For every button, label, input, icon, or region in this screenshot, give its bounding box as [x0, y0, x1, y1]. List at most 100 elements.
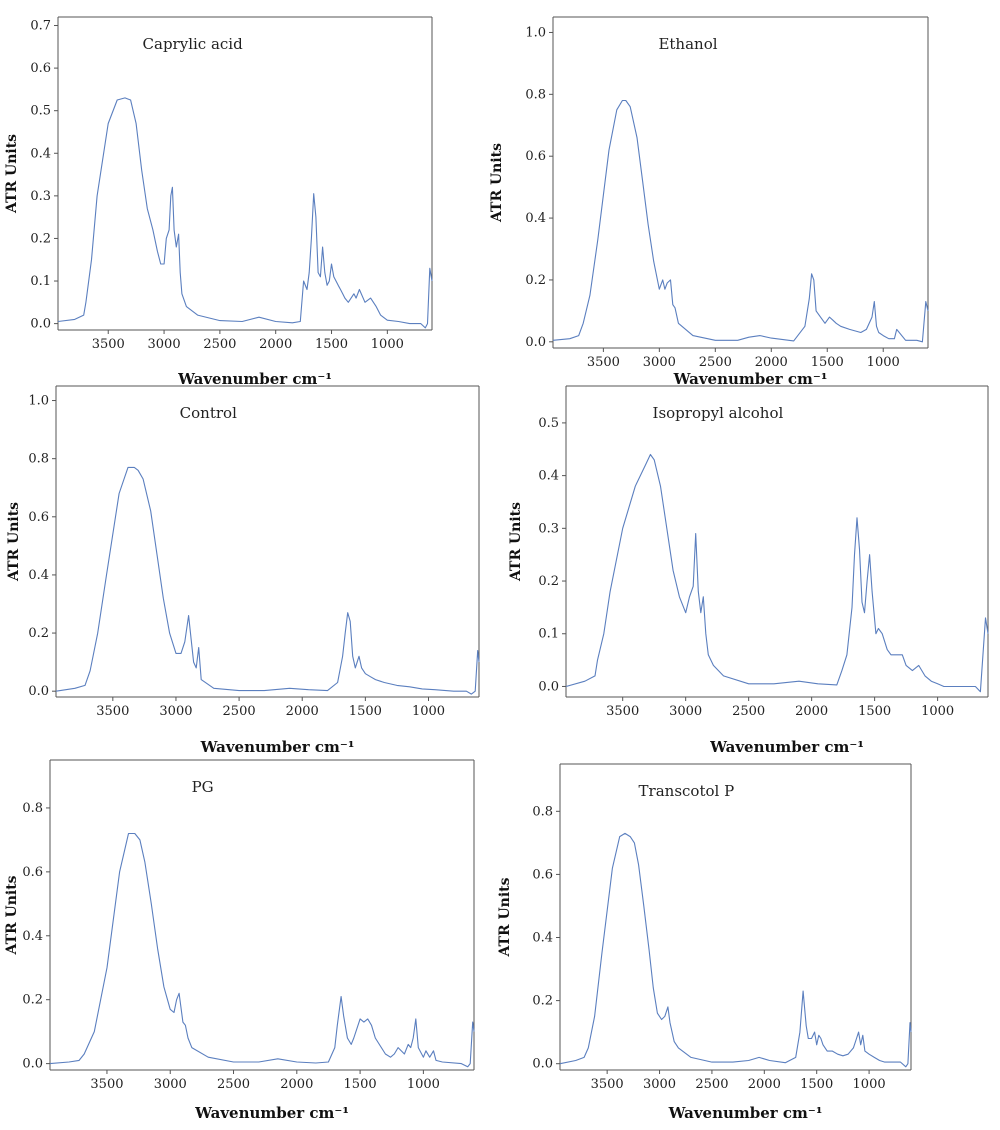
x-tick-label: 2500 — [223, 704, 256, 719]
x-tick-label: 3000 — [643, 1077, 676, 1092]
y-tick-label: 0.2 — [532, 994, 553, 1009]
x-tick-label: 1500 — [349, 704, 382, 719]
y-tick-label: 0.0 — [28, 684, 49, 699]
y-tick-label: 0.4 — [532, 931, 553, 946]
spectrum-line — [49, 832, 475, 1068]
y-axis-label: ATR Units — [508, 502, 524, 582]
y-tick-label: 0.0 — [525, 335, 546, 350]
x-tick-label: 3000 — [148, 337, 181, 352]
x-axis-label: Wavenumber cm⁻¹ — [668, 1104, 823, 1122]
spectrum-line — [565, 453, 989, 693]
y-tick-label: 0.1 — [30, 274, 51, 289]
x-tick-label: 1000 — [407, 1077, 440, 1092]
x-tick-label: 2500 — [203, 337, 236, 352]
x-tick-label: 3000 — [669, 704, 702, 719]
x-tick-label: 1500 — [344, 1077, 377, 1092]
spectrum-panel: 0.0 0.1 0.2 0.3 0.4 0.5 3500 3000 2500 2000 1500 10… — [508, 385, 989, 756]
x-tick-label: 2000 — [280, 1077, 313, 1092]
x-axis-label: Wavenumber cm⁻¹ — [194, 1104, 349, 1122]
y-tick-label: 0.3 — [30, 189, 51, 204]
panel-title: Caprylic acid — [143, 35, 244, 53]
spectrum-panel: 0.0 0.1 0.2 0.3 0.4 0.5 0.6 0.7 3500 3000 2500 2000… — [4, 16, 433, 388]
x-tick-label: 2000 — [286, 704, 319, 719]
x-tick-label: 2000 — [259, 337, 292, 352]
y-tick-label: 0.5 — [538, 416, 559, 431]
x-tick-label: 1000 — [853, 1077, 886, 1092]
x-tick-label: 1500 — [315, 337, 348, 352]
x-axis-label: Wavenumber cm⁻¹ — [709, 738, 864, 756]
x-tick-label: 1000 — [921, 704, 954, 719]
panel-title: Transcotol P — [639, 782, 735, 800]
panel-title: Ethanol — [658, 35, 717, 53]
x-tick-label: 2500 — [699, 355, 732, 370]
x-tick-label: 3500 — [96, 704, 129, 719]
y-tick-label: 0.6 — [525, 149, 546, 164]
x-tick-label: 3000 — [643, 355, 676, 370]
y-tick-label: 1.0 — [28, 394, 49, 409]
panel-title: Control — [180, 404, 237, 422]
y-tick-label: 0.2 — [30, 231, 51, 246]
x-tick-label: 1500 — [858, 704, 891, 719]
x-tick-label: 2000 — [755, 355, 788, 370]
y-tick-label: 0.6 — [22, 865, 43, 880]
x-tick-label: 3000 — [154, 1077, 187, 1092]
y-tick-label: 0.1 — [538, 627, 559, 642]
panel-title: PG — [192, 778, 214, 796]
spectrum-panel: 0.0 0.2 0.4 0.6 0.8 3500 3000 2500 2000 1500 1000 P… — [4, 759, 475, 1122]
y-tick-label: 0.8 — [28, 452, 49, 467]
x-tick-label: 3500 — [591, 1077, 624, 1092]
x-axis-label: Wavenumber cm⁻¹ — [673, 370, 828, 388]
x-tick-label: 1500 — [800, 1077, 833, 1092]
spectrum-line — [559, 832, 912, 1068]
y-axis-label: ATR Units — [4, 875, 20, 955]
y-tick-label: 0.8 — [525, 87, 546, 102]
y-tick-label: 0.0 — [538, 679, 559, 694]
x-tick-label: 1000 — [371, 337, 404, 352]
y-axis-label: ATR Units — [489, 143, 505, 223]
x-tick-label: 2500 — [732, 704, 765, 719]
x-tick-label: 1500 — [811, 355, 844, 370]
y-tick-label: 0.4 — [538, 469, 559, 484]
y-tick-label: 1.0 — [525, 25, 546, 40]
y-tick-label: 0.2 — [538, 574, 559, 589]
y-tick-label: 0.2 — [525, 273, 546, 288]
x-tick-label: 3500 — [90, 1077, 123, 1092]
y-tick-label: 0.6 — [28, 510, 49, 525]
x-tick-label: 2500 — [695, 1077, 728, 1092]
y-axis-label: ATR Units — [497, 877, 513, 957]
y-tick-label: 0.8 — [532, 804, 553, 819]
panel-title: Isopropyl alcohol — [653, 404, 784, 422]
y-tick-label: 0.0 — [532, 1057, 553, 1072]
y-tick-label: 0.2 — [28, 626, 49, 641]
spectrum-line — [57, 97, 433, 329]
x-tick-label: 1000 — [867, 355, 900, 370]
y-axis-label: ATR Units — [6, 502, 22, 582]
y-tick-label: 0.8 — [22, 801, 43, 816]
y-tick-label: 0.6 — [532, 867, 553, 882]
y-tick-label: 0.7 — [30, 19, 51, 34]
x-tick-label: 3500 — [587, 355, 620, 370]
x-tick-label: 2000 — [748, 1077, 781, 1092]
x-tick-label: 2500 — [217, 1077, 250, 1092]
y-tick-label: 0.5 — [30, 104, 51, 119]
y-axis-label: ATR Units — [4, 134, 20, 214]
x-axis-label: Wavenumber cm⁻¹ — [200, 738, 355, 756]
y-tick-label: 0.6 — [30, 61, 51, 76]
y-tick-label: 0.0 — [22, 1057, 43, 1072]
spectrum-panel: 0.0 0.2 0.4 0.6 0.8 1.0 3500 3000 2500 2000 1500 10… — [489, 16, 929, 388]
y-tick-label: 0.3 — [538, 521, 559, 536]
y-tick-label: 0.2 — [22, 993, 43, 1008]
x-tick-label: 1000 — [412, 704, 445, 719]
spectrum-line — [55, 466, 480, 695]
x-tick-label: 3000 — [159, 704, 192, 719]
y-tick-label: 0.4 — [22, 929, 43, 944]
spectrum-line — [552, 99, 929, 343]
x-axis-label: Wavenumber cm⁻¹ — [177, 370, 332, 388]
x-tick-label: 2000 — [795, 704, 828, 719]
y-tick-label: 0.4 — [28, 568, 49, 583]
y-tick-label: 0.0 — [30, 317, 51, 332]
x-tick-label: 3500 — [606, 704, 639, 719]
y-tick-label: 0.4 — [525, 211, 546, 226]
y-tick-label: 0.4 — [30, 146, 51, 161]
